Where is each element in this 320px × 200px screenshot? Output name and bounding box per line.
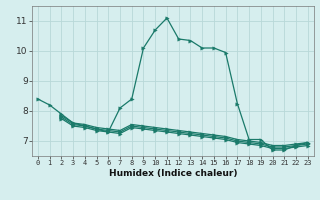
X-axis label: Humidex (Indice chaleur): Humidex (Indice chaleur) xyxy=(108,169,237,178)
